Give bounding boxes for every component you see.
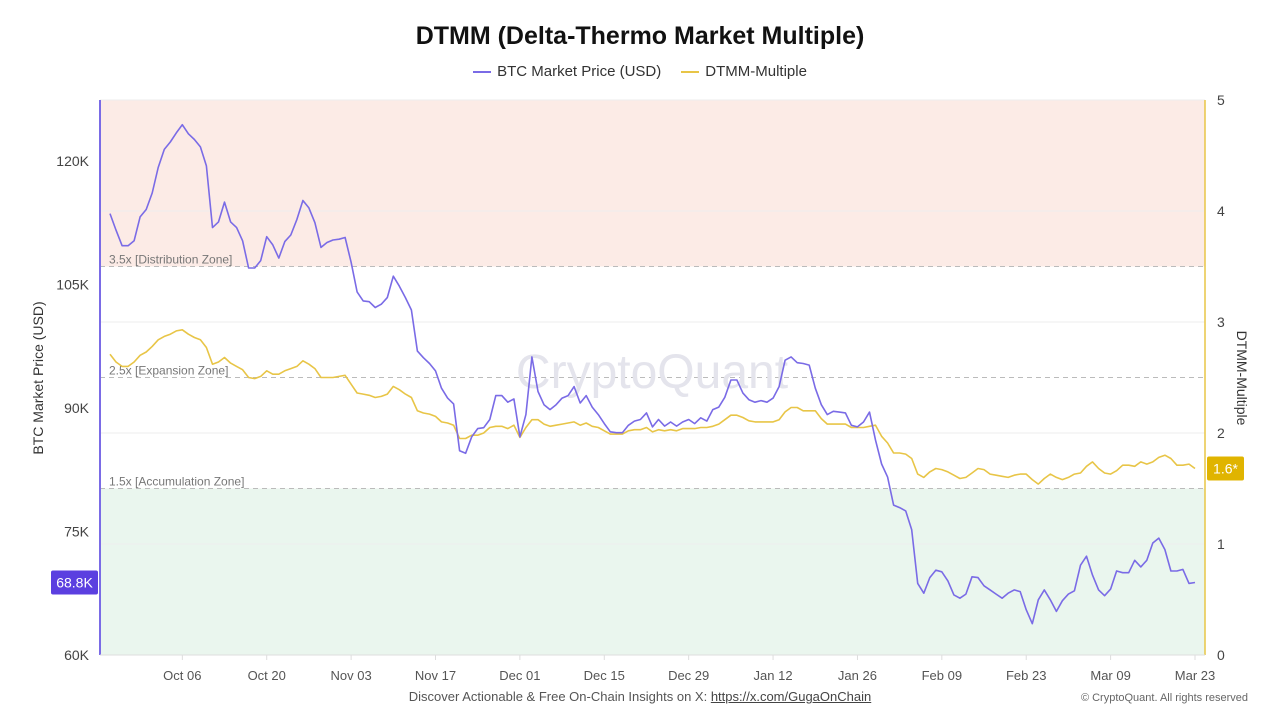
x-tick-label: Jan 12 [754,668,793,683]
left-tick-label: 60K [64,647,90,663]
legend-swatch [473,70,492,73]
zone-band [100,100,1205,267]
x-tick-label: Mar 23 [1175,668,1215,683]
x-tick-label: Dec 29 [668,668,709,683]
footer-link[interactable]: https://x.com/GugaOnChain [710,689,872,704]
x-tick-label: Nov 03 [331,668,372,683]
x-tick-label: Feb 09 [922,668,962,683]
x-tick-label: Dec 01 [499,668,540,683]
right-tick-label: 1 [1217,536,1225,552]
zone-label: 3.5x [Distribution Zone] [109,253,232,267]
footer: Discover Actionable & Free On-Chain Insi… [0,689,1280,704]
left-tick-label: 105K [56,276,89,292]
legend-item-btc-price[interactable]: BTC Market Price (USD) [473,63,661,80]
left-tick-label: 120K [56,153,89,169]
footer-text: Discover Actionable & Free On-Chain Insi… [408,689,711,704]
btc-price-badge [51,570,98,595]
zone-label: 1.5x [Accumulation Zone] [109,475,244,489]
left-tick-label: 90K [64,400,90,416]
right-tick-label: 2 [1217,425,1225,441]
legend: BTC Market Price (USD) DTMM-Multiple [0,63,1280,80]
legend-label: DTMM-Multiple [705,63,807,80]
series-line-btc-price [109,123,1196,625]
dtmm-badge-label: 1.6* [1213,461,1238,477]
zone-label: 2.5x [Expansion Zone] [109,364,228,378]
x-tick-label: Dec 15 [584,668,625,683]
watermark: CryptoQuant [516,346,788,399]
chart-title: DTMM (Delta-Thermo Market Multiple) [415,22,865,50]
legend-swatch [681,70,700,73]
copyright: © CryptoQuant. All rights reserved [1080,692,1248,704]
x-tick-label: Oct 20 [248,668,286,683]
zone-band [100,488,1205,655]
x-tick-label: Mar 09 [1090,668,1130,683]
right-tick-label: 3 [1217,314,1225,330]
legend-label: BTC Market Price (USD) [497,63,662,80]
x-tick-label: Feb 23 [1006,668,1046,683]
right-tick-label: 5 [1217,92,1225,108]
series-line-dtmm [109,328,1196,485]
x-tick-label: Nov 17 [415,668,456,683]
right-axis-title: DTMM-Multiple [1234,331,1250,426]
x-tick-label: Oct 06 [163,668,201,683]
right-tick-label: 0 [1217,647,1225,663]
dtmm-badge [1207,456,1244,481]
x-tick-label: Jan 26 [838,668,877,683]
right-tick-label: 4 [1217,203,1225,219]
left-tick-label: 75K [64,523,90,539]
left-axis-title: BTC Market Price (USD) [30,301,46,454]
legend-item-dtmm[interactable]: DTMM-Multiple [681,63,807,80]
btc-price-badge-label: 68.8K [56,575,93,591]
